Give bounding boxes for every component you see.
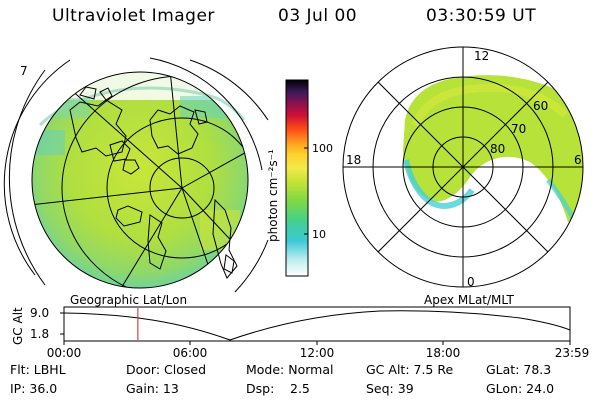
altitude-x-ticks xyxy=(63,341,571,345)
meridian-3 xyxy=(119,187,183,288)
aurora-oval xyxy=(403,75,583,222)
mlt-label-0: 0 xyxy=(467,275,475,289)
earth-limb xyxy=(31,71,249,289)
meridian-1 xyxy=(59,79,183,189)
x-tick-label-2359: 23:59 xyxy=(555,346,590,360)
meridian-2 xyxy=(32,187,183,206)
mlat-label-70: 70 xyxy=(511,122,526,136)
glon-info: GLon: 24.0 xyxy=(486,381,555,396)
mlt-diag-2 xyxy=(377,81,549,253)
mode-info: Mode: Normal xyxy=(246,362,334,377)
outer-arc-2 xyxy=(8,69,46,286)
outer-arc-1 xyxy=(3,59,71,276)
meridian-6 xyxy=(169,72,183,189)
altitude-y-top: 9.0 xyxy=(30,306,49,320)
coastline-north xyxy=(79,86,208,125)
colorbar-label-100: 100 xyxy=(312,142,333,155)
lat-circle-70 xyxy=(106,117,248,259)
outer-arc-3 xyxy=(149,57,263,171)
gain-info: Gain: 13 xyxy=(126,381,179,396)
x-tick-label-1800: 18:00 xyxy=(426,346,461,360)
left-edge-number: 7 xyxy=(20,64,28,78)
dsp-label: Dsp: xyxy=(246,381,275,396)
mlat-label-80: 80 xyxy=(490,142,505,156)
lat-circle-80 xyxy=(149,157,215,219)
altitude-axis-label: GC Alt xyxy=(11,307,25,345)
aurora-oval-inner xyxy=(411,83,568,127)
coastline-canada xyxy=(69,99,127,157)
colorbar-unit-label: photon cm⁻²s⁻¹ xyxy=(266,149,280,242)
altitude-y-bottom: 1.8 xyxy=(30,327,49,341)
coastline-greenland xyxy=(149,105,199,155)
seq-info: Seq: 39 xyxy=(366,381,414,396)
mlt-label-18: 18 xyxy=(346,153,361,167)
mlat-label-60: 60 xyxy=(533,99,548,113)
glat-info: GLat: 78.3 xyxy=(486,362,552,377)
aurora-oval-edge xyxy=(403,159,475,209)
observation-date: 03 Jul 00 xyxy=(278,6,358,26)
x-tick-label-0000: 00:00 xyxy=(47,346,82,360)
outer-arc-5 xyxy=(234,239,269,293)
x-tick-label-1200: 12:00 xyxy=(300,346,335,360)
door-info: Door: Closed xyxy=(126,362,207,377)
observation-time: 03:30:59 UT xyxy=(426,6,537,26)
instrument-title: Ultraviolet Imager xyxy=(52,6,215,26)
filter-info: Flt: LBHL xyxy=(10,362,66,377)
dsp-value: 2.5 xyxy=(290,381,310,396)
meridian-5 xyxy=(181,149,248,189)
mlt-label-12: 12 xyxy=(474,49,489,63)
earth-disk xyxy=(32,72,248,288)
apex-map-label: Apex MLat/MLT xyxy=(424,293,514,307)
coastline-arctic-islands xyxy=(109,140,140,175)
gc-alt-info: GC Alt: 7.5 Re xyxy=(366,362,454,377)
altitude-plot-frame xyxy=(63,306,571,342)
colorbar-gradient xyxy=(285,79,309,277)
altitude-curve xyxy=(63,310,571,341)
ip-info: IP: 36.0 xyxy=(10,381,58,396)
colorbar-label-10: 10 xyxy=(312,228,326,241)
coastline-russia xyxy=(212,198,238,279)
mlt-label-6: 6 xyxy=(574,153,582,167)
outer-arc-4 xyxy=(189,59,269,121)
x-tick-label-0600: 06:00 xyxy=(173,346,208,360)
coastline-europe xyxy=(115,205,167,270)
aurora-top-edge xyxy=(38,86,246,127)
geographic-map-label: Geographic Lat/Lon xyxy=(70,293,188,307)
